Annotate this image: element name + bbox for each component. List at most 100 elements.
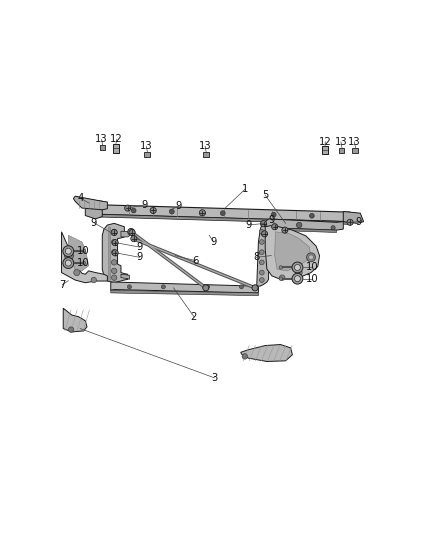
Circle shape bbox=[261, 221, 267, 227]
Text: 5: 5 bbox=[262, 190, 268, 200]
Circle shape bbox=[259, 278, 264, 282]
Circle shape bbox=[111, 229, 117, 235]
Circle shape bbox=[111, 249, 117, 255]
Text: 4: 4 bbox=[77, 193, 83, 203]
Text: 9: 9 bbox=[91, 217, 97, 228]
Circle shape bbox=[292, 273, 303, 284]
Circle shape bbox=[252, 285, 258, 291]
Text: 13: 13 bbox=[95, 134, 108, 144]
Circle shape bbox=[292, 262, 303, 273]
Circle shape bbox=[259, 250, 264, 255]
Polygon shape bbox=[111, 290, 258, 296]
Circle shape bbox=[272, 224, 278, 230]
Bar bbox=[113, 144, 119, 153]
Text: 10: 10 bbox=[306, 273, 318, 284]
Circle shape bbox=[242, 354, 247, 359]
Circle shape bbox=[68, 327, 74, 332]
Bar bbox=[321, 146, 328, 155]
Circle shape bbox=[64, 251, 74, 260]
Text: 9: 9 bbox=[176, 201, 182, 212]
Circle shape bbox=[271, 212, 276, 217]
Circle shape bbox=[65, 260, 71, 266]
Circle shape bbox=[161, 285, 166, 289]
Circle shape bbox=[282, 227, 288, 233]
Polygon shape bbox=[268, 228, 336, 232]
Text: 9: 9 bbox=[136, 242, 143, 252]
Polygon shape bbox=[121, 274, 130, 279]
Text: 10: 10 bbox=[77, 246, 90, 256]
Circle shape bbox=[131, 236, 137, 241]
Circle shape bbox=[150, 207, 156, 214]
Circle shape bbox=[310, 213, 314, 218]
Polygon shape bbox=[95, 214, 350, 224]
Bar bbox=[145, 152, 150, 157]
Circle shape bbox=[261, 231, 268, 237]
Text: 9: 9 bbox=[245, 220, 251, 230]
Text: 9: 9 bbox=[269, 215, 275, 225]
Circle shape bbox=[309, 255, 314, 260]
Polygon shape bbox=[275, 232, 311, 271]
Circle shape bbox=[128, 229, 134, 235]
Circle shape bbox=[63, 246, 74, 256]
Circle shape bbox=[296, 270, 302, 276]
Text: 10: 10 bbox=[306, 262, 318, 272]
Polygon shape bbox=[343, 212, 364, 223]
Circle shape bbox=[67, 253, 71, 258]
Circle shape bbox=[203, 285, 209, 291]
Circle shape bbox=[240, 285, 244, 289]
Polygon shape bbox=[74, 196, 107, 210]
Circle shape bbox=[259, 260, 264, 265]
Bar bbox=[99, 145, 105, 150]
Text: 13: 13 bbox=[348, 137, 361, 147]
Circle shape bbox=[279, 266, 283, 269]
Text: 13: 13 bbox=[199, 141, 212, 151]
Circle shape bbox=[111, 239, 117, 245]
Circle shape bbox=[112, 250, 118, 256]
Text: 6: 6 bbox=[192, 256, 199, 265]
Circle shape bbox=[63, 257, 74, 269]
Circle shape bbox=[82, 261, 86, 265]
Circle shape bbox=[259, 229, 264, 234]
Circle shape bbox=[111, 260, 117, 265]
Circle shape bbox=[131, 208, 136, 213]
Bar bbox=[339, 148, 344, 153]
Polygon shape bbox=[61, 232, 107, 282]
Circle shape bbox=[307, 253, 315, 262]
Circle shape bbox=[279, 277, 283, 280]
Polygon shape bbox=[121, 231, 130, 237]
Text: 7: 7 bbox=[59, 280, 65, 290]
Text: 12: 12 bbox=[319, 137, 332, 147]
Text: 9: 9 bbox=[355, 216, 362, 227]
Circle shape bbox=[65, 248, 71, 254]
Polygon shape bbox=[68, 235, 88, 271]
Circle shape bbox=[127, 285, 131, 289]
Circle shape bbox=[129, 229, 135, 236]
Text: 10: 10 bbox=[77, 258, 90, 268]
Polygon shape bbox=[111, 282, 258, 293]
Circle shape bbox=[220, 211, 225, 215]
Text: 1: 1 bbox=[242, 184, 248, 195]
Text: 9: 9 bbox=[136, 252, 143, 262]
Circle shape bbox=[111, 229, 117, 236]
Text: 13: 13 bbox=[140, 141, 153, 151]
Circle shape bbox=[170, 209, 174, 214]
Circle shape bbox=[91, 277, 96, 282]
Text: 9: 9 bbox=[210, 237, 217, 247]
Polygon shape bbox=[262, 219, 343, 230]
Text: 13: 13 bbox=[335, 137, 347, 147]
Polygon shape bbox=[241, 344, 293, 361]
Text: 3: 3 bbox=[211, 373, 217, 383]
Circle shape bbox=[259, 240, 264, 245]
Circle shape bbox=[347, 219, 353, 225]
Circle shape bbox=[199, 210, 205, 216]
Polygon shape bbox=[95, 205, 350, 222]
Circle shape bbox=[205, 285, 209, 289]
Circle shape bbox=[331, 225, 335, 230]
Circle shape bbox=[82, 249, 86, 253]
Polygon shape bbox=[257, 225, 268, 286]
Polygon shape bbox=[265, 225, 320, 279]
Circle shape bbox=[294, 264, 300, 270]
Polygon shape bbox=[102, 223, 128, 282]
Circle shape bbox=[112, 240, 118, 246]
Text: 8: 8 bbox=[253, 252, 259, 262]
